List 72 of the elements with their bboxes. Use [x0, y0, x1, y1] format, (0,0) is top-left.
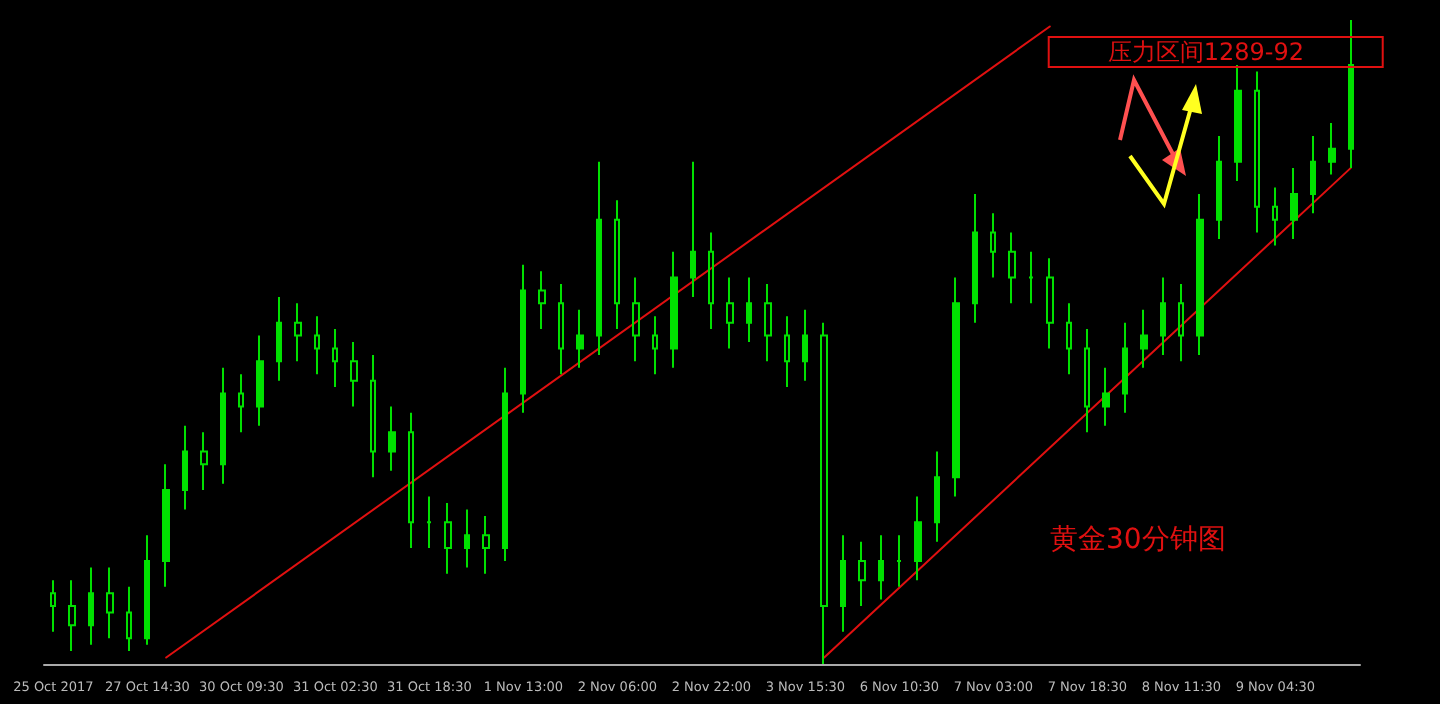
candlestick [914, 495, 922, 582]
candlestick [1348, 19, 1354, 170]
candlestick [1290, 167, 1298, 240]
candlestick [1310, 134, 1316, 215]
candlestick [220, 366, 226, 485]
candlestick [1254, 70, 1260, 234]
candlestick [802, 308, 808, 382]
candlestick [840, 534, 846, 633]
candlestick [1008, 231, 1016, 305]
candlestick [88, 566, 94, 646]
candlestick [256, 334, 264, 427]
candlestick [162, 463, 170, 588]
candlestick [596, 160, 602, 356]
candlestick [444, 502, 452, 575]
candlestick [1328, 122, 1336, 176]
candlestick [502, 366, 508, 562]
candlestick [50, 579, 56, 633]
candlestick [952, 276, 960, 498]
candlestick [820, 321, 828, 665]
candlestick [1216, 134, 1222, 240]
candlestick [464, 508, 470, 569]
candlestick [1196, 192, 1204, 356]
candlestick [182, 424, 188, 511]
candlestick [1028, 250, 1034, 305]
candlestick [670, 250, 678, 369]
candlestick [878, 534, 884, 601]
candlestick [538, 270, 546, 331]
candlestick [690, 160, 696, 298]
candlestick [332, 328, 338, 389]
candlestick [1160, 276, 1166, 356]
candlestick [1046, 257, 1054, 350]
candlestick [990, 212, 996, 279]
candlestick [126, 585, 132, 653]
candlestick [276, 295, 282, 382]
candlestick [1102, 366, 1110, 427]
candlestick [708, 231, 714, 331]
candlestick [388, 405, 396, 472]
candlestick [746, 276, 752, 343]
candlestick [314, 315, 320, 376]
candlestick [200, 431, 208, 492]
candlestick [1272, 186, 1278, 247]
candlestick [934, 450, 940, 543]
candlestick [408, 411, 414, 550]
candlestick [972, 192, 978, 324]
candlestick [370, 353, 376, 479]
candlestick [294, 302, 302, 363]
candlestick [1084, 328, 1090, 434]
candlestick [1066, 302, 1072, 376]
candlestick [558, 283, 564, 376]
candlestick [652, 315, 658, 376]
candlestick [520, 263, 526, 414]
candlestick [632, 276, 640, 363]
candlestick [1122, 321, 1128, 414]
candlestick [1178, 283, 1184, 363]
candlestick [350, 341, 358, 408]
candlestick [858, 540, 866, 608]
annotation: 压力区间1289-92 [1107, 38, 1304, 66]
candlestick [896, 534, 902, 588]
candlestick [784, 315, 790, 389]
candlestick [764, 283, 772, 363]
candlestick [106, 566, 114, 640]
candlestick [426, 495, 432, 550]
candlestick [238, 373, 244, 434]
candlestick [68, 579, 76, 653]
candlestick [726, 276, 734, 350]
candlestick [482, 514, 490, 575]
candlestick [1140, 308, 1148, 369]
candlestick [576, 308, 584, 369]
candlestick [1234, 64, 1242, 182]
annotation: 黄金30分钟图 [1050, 524, 1226, 556]
candlestick [144, 534, 150, 646]
candlestick [614, 199, 620, 331]
